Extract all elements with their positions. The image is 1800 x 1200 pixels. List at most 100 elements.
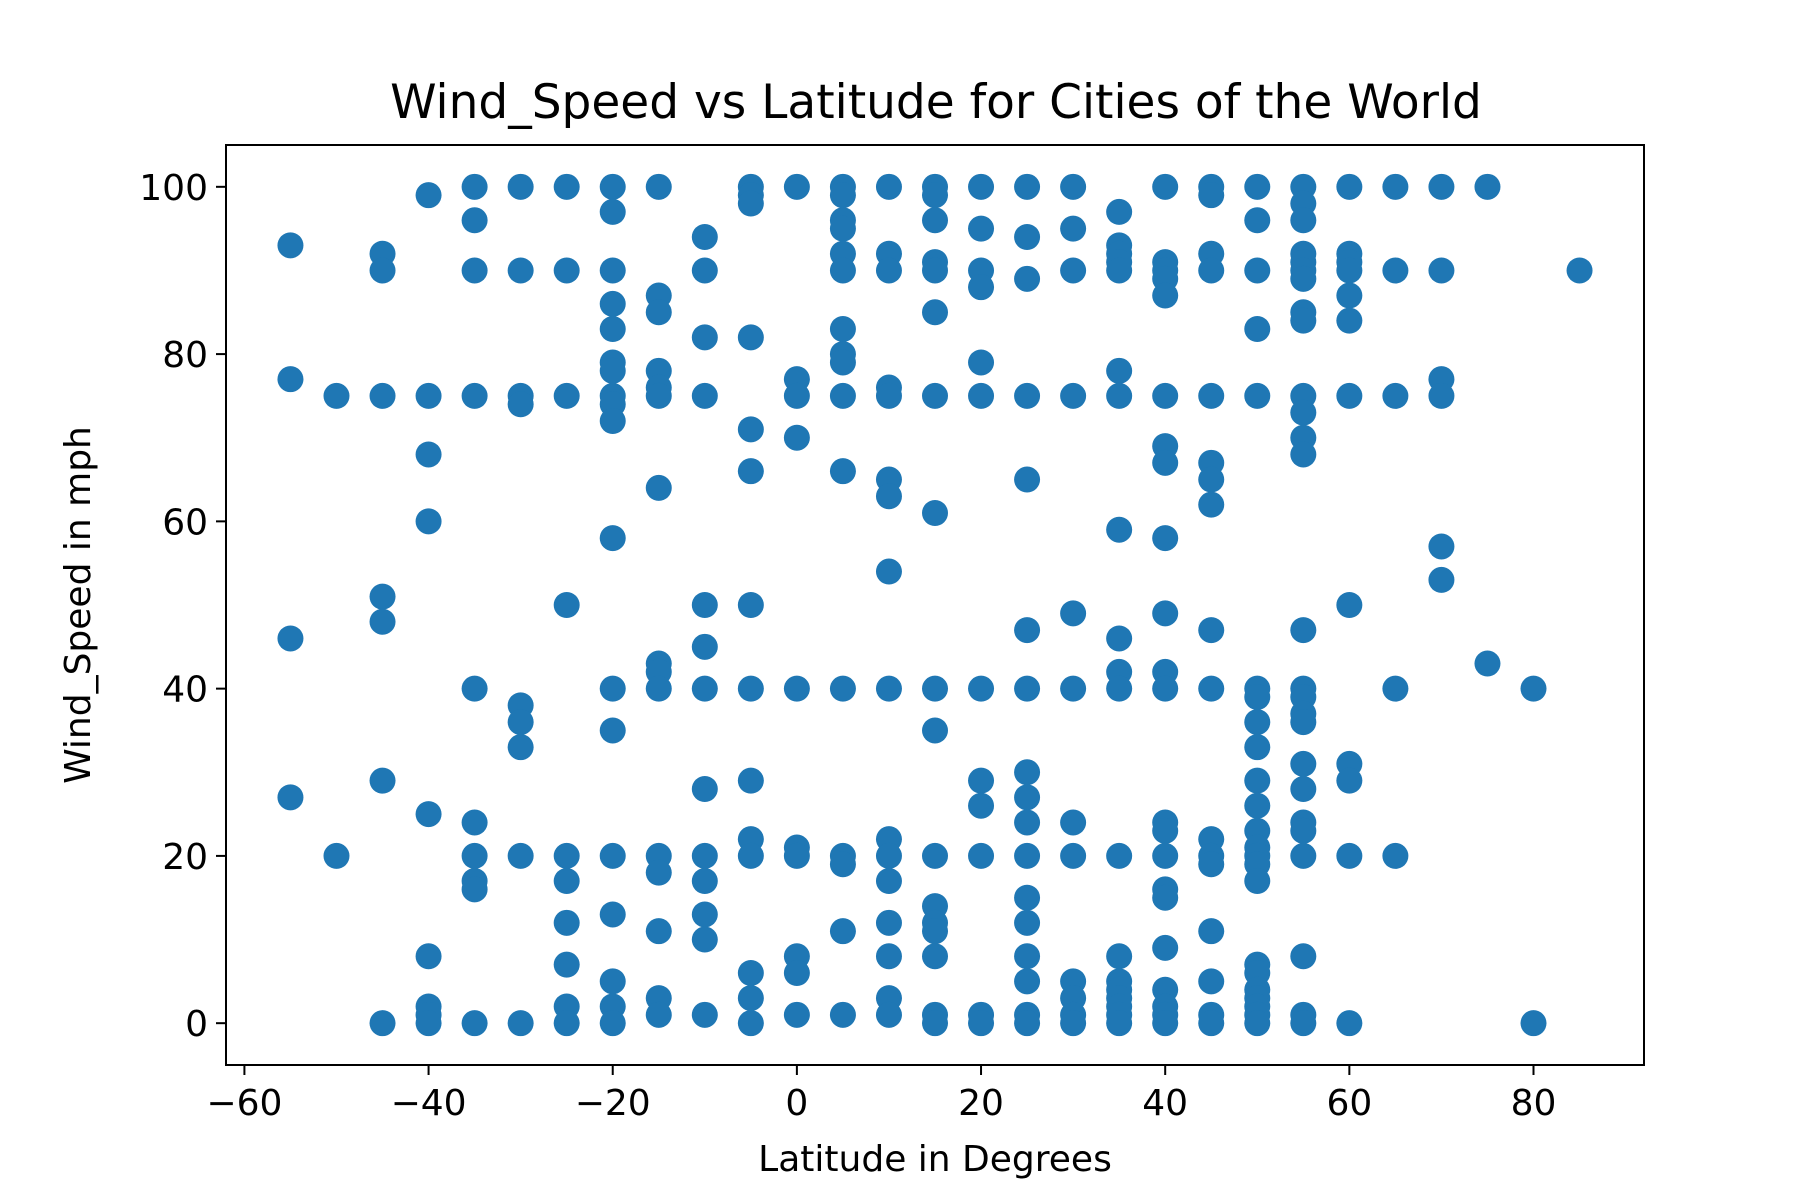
data-point — [829, 1001, 856, 1028]
data-point — [1060, 1010, 1087, 1037]
plot-frame — [225, 144, 1645, 1066]
y-tick-label: 40 — [162, 670, 208, 711]
x-axis-label: Latitude in Degrees — [758, 1139, 1112, 1180]
data-point — [369, 382, 396, 409]
data-point — [875, 842, 902, 869]
data-point — [553, 592, 580, 618]
data-point — [1152, 282, 1179, 309]
data-point — [1198, 491, 1225, 518]
x-tick-label: −20 — [575, 1083, 651, 1124]
data-point — [1244, 767, 1271, 794]
data-point — [1060, 842, 1087, 869]
data-point — [1014, 968, 1041, 995]
data-point — [968, 274, 995, 301]
data-point — [922, 382, 948, 409]
data-point — [1106, 257, 1133, 284]
data-point — [1336, 307, 1363, 334]
data-point — [1428, 257, 1455, 284]
data-point — [323, 842, 350, 869]
data-point — [1106, 842, 1133, 869]
data-point — [1152, 525, 1179, 552]
data-point — [599, 525, 626, 552]
data-point — [1336, 842, 1363, 869]
data-point — [277, 784, 304, 811]
x-tick-label: 80 — [1511, 1083, 1557, 1124]
data-point — [1244, 684, 1271, 710]
data-point — [922, 299, 948, 326]
data-point — [691, 324, 718, 351]
data-point — [737, 324, 764, 351]
data-point — [599, 173, 626, 200]
data-point — [645, 299, 672, 326]
data-point — [599, 968, 626, 995]
y-tick-label: 60 — [162, 502, 208, 543]
data-point — [737, 960, 764, 986]
data-point — [1014, 784, 1041, 811]
data-point — [922, 500, 948, 526]
data-point — [1106, 675, 1133, 702]
data-point — [783, 424, 810, 451]
data-point — [1014, 173, 1041, 200]
data-point — [1152, 842, 1179, 869]
data-point — [277, 366, 304, 393]
data-point — [553, 868, 580, 894]
data-point — [829, 382, 856, 409]
data-point — [875, 909, 902, 936]
data-point — [1152, 884, 1179, 911]
data-point — [691, 776, 718, 802]
chart-title: Wind_Speed vs Latitude for Cities of the… — [390, 75, 1482, 130]
data-point — [691, 224, 718, 250]
data-point — [691, 633, 718, 660]
data-point — [507, 734, 534, 761]
data-point — [783, 842, 810, 869]
data-point — [415, 441, 442, 468]
data-point — [507, 173, 534, 200]
data-point — [507, 709, 534, 736]
data-point — [645, 382, 672, 409]
data-point — [968, 767, 995, 794]
data-point — [415, 1010, 442, 1037]
data-point — [1198, 182, 1225, 209]
data-point — [461, 675, 488, 702]
data-point — [1290, 1010, 1317, 1037]
x-tick-label: 20 — [958, 1083, 1004, 1124]
data-point — [645, 859, 672, 886]
data-point — [1520, 1010, 1547, 1037]
data-point — [507, 257, 534, 284]
data-point — [1106, 943, 1133, 970]
data-point — [599, 290, 626, 317]
data-point — [1336, 257, 1363, 284]
data-point — [599, 357, 626, 384]
x-tick-label: 40 — [1142, 1083, 1188, 1124]
data-point — [599, 408, 626, 434]
data-point — [1060, 809, 1087, 836]
data-point — [1060, 257, 1087, 284]
data-point — [1152, 817, 1179, 844]
data-point — [1014, 617, 1041, 644]
data-point — [1014, 884, 1041, 911]
data-point — [922, 842, 948, 869]
y-tick-label: 80 — [162, 335, 208, 376]
data-point — [1244, 257, 1271, 284]
data-point — [691, 842, 718, 869]
data-point — [829, 215, 856, 242]
data-point — [553, 257, 580, 284]
data-point — [1244, 316, 1271, 342]
data-point — [737, 190, 764, 217]
data-point — [922, 257, 948, 284]
data-point — [968, 382, 995, 409]
data-point — [1382, 257, 1409, 284]
data-point — [1382, 842, 1409, 869]
data-point — [461, 382, 488, 409]
data-point — [1244, 173, 1271, 200]
data-point — [1060, 173, 1087, 200]
data-point — [1244, 709, 1271, 736]
data-point — [968, 1010, 995, 1037]
data-point — [783, 382, 810, 409]
data-point — [968, 675, 995, 702]
data-point — [1152, 1010, 1179, 1037]
data-point — [1382, 173, 1409, 200]
data-point — [737, 767, 764, 794]
data-point — [1014, 466, 1041, 493]
points-layer — [277, 173, 1593, 1037]
